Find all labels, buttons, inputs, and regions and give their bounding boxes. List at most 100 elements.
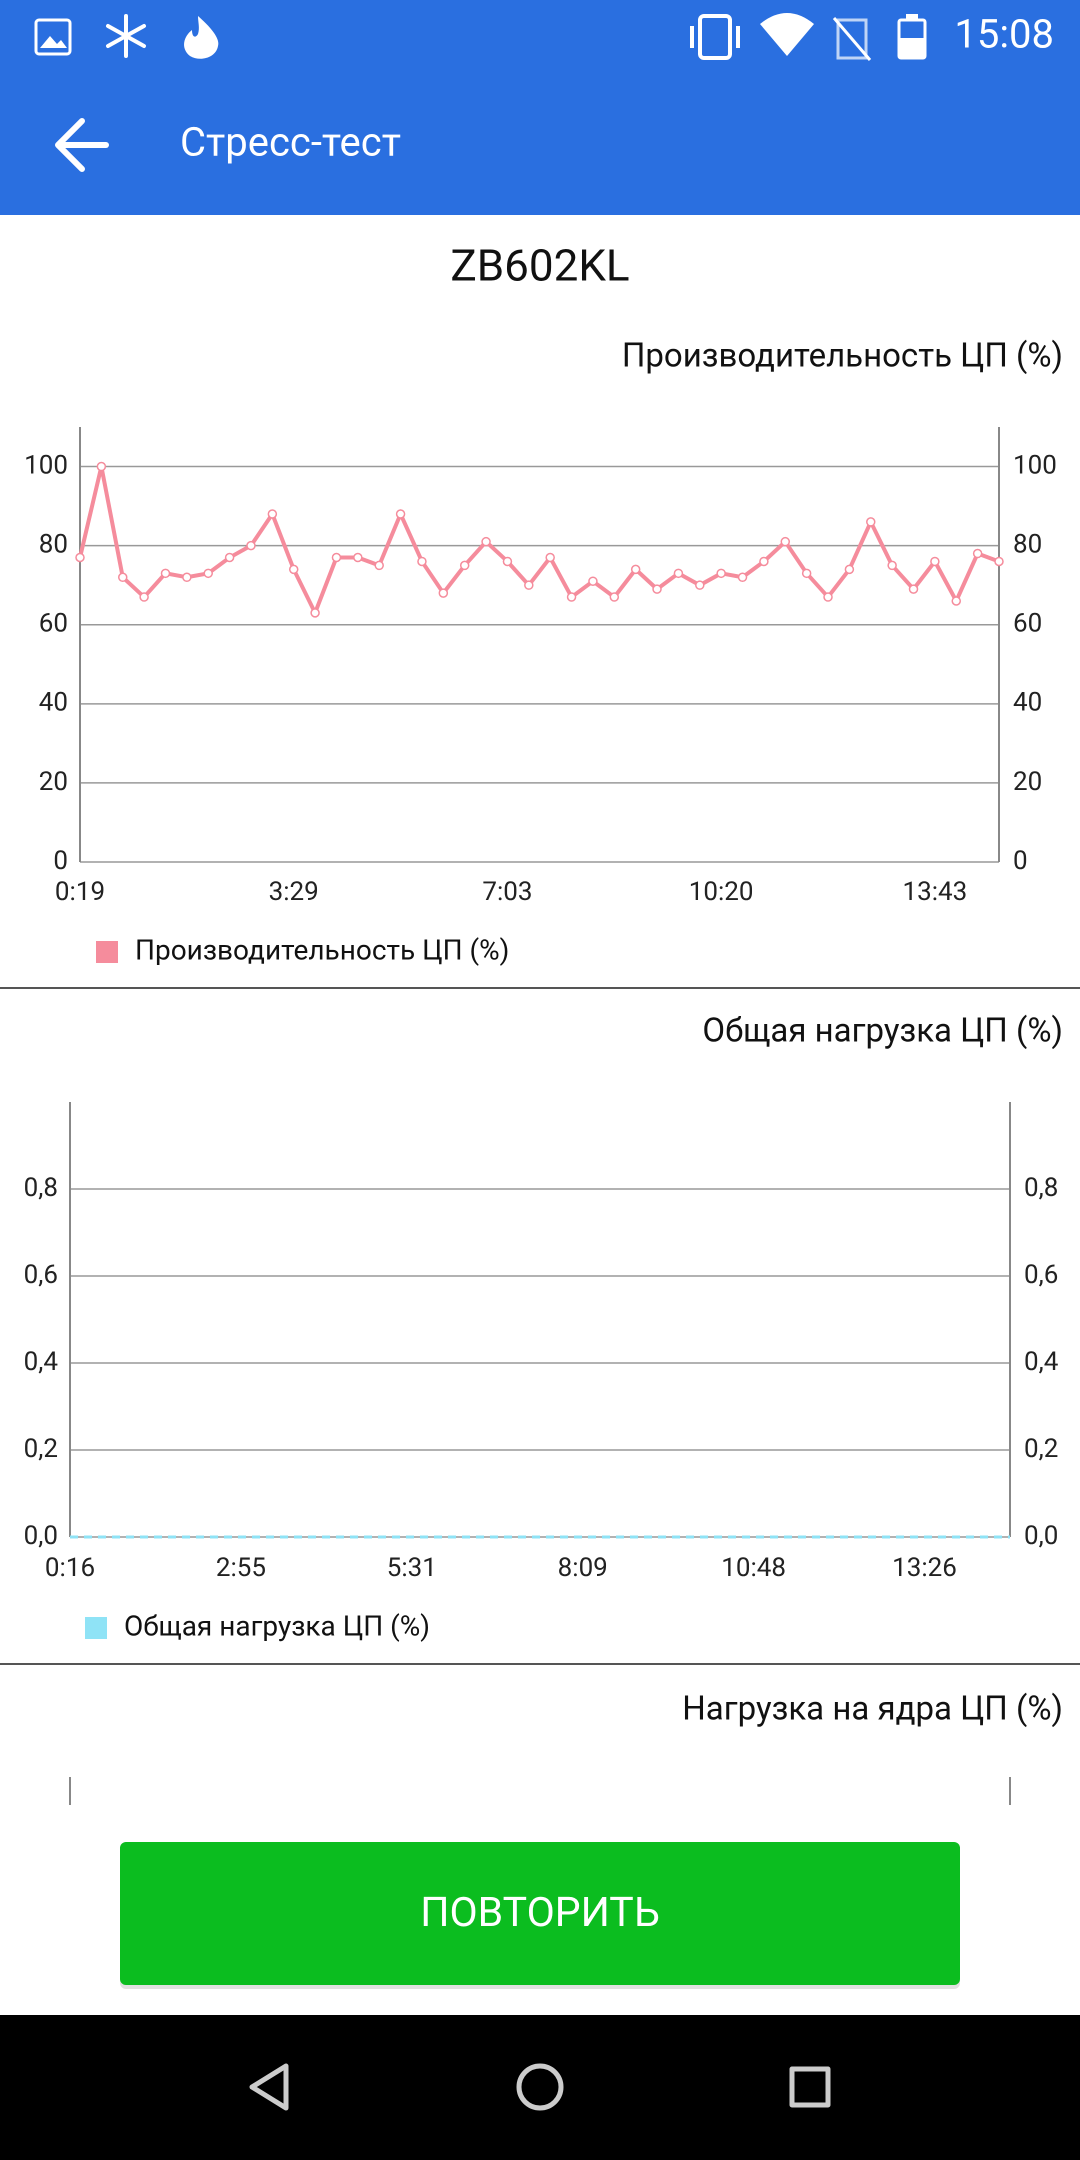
device-name: ZB602KL xyxy=(450,240,629,292)
data-point xyxy=(908,584,919,594)
data-point xyxy=(310,608,320,618)
data-point xyxy=(823,592,833,602)
legend-label: Производительность ЦП (%) xyxy=(135,933,509,966)
x-tick-label: 10:20 xyxy=(689,877,754,907)
data-point xyxy=(716,568,726,579)
y2-tick-label: 0,0 xyxy=(1024,1521,1058,1551)
x-tick-label: 0:19 xyxy=(55,877,105,907)
app-bar-title: Стресс-тест xyxy=(180,119,401,166)
data-point xyxy=(459,560,470,571)
data-point xyxy=(545,552,555,563)
y-tick-label: 60 xyxy=(39,609,68,639)
data-point xyxy=(844,564,855,575)
status-time: 15:08 xyxy=(954,11,1054,58)
data-point xyxy=(759,556,769,567)
y-tick-label: 0,2 xyxy=(24,1434,58,1464)
y-tick-label: 20 xyxy=(39,767,68,797)
repeat-button-label[interactable]: ПОВТОРИТЬ xyxy=(420,1889,660,1937)
x-tick-label: 5:31 xyxy=(387,1553,437,1583)
y-tick-label: 0,4 xyxy=(24,1347,59,1377)
data-point xyxy=(801,568,812,579)
status-icons xyxy=(34,13,927,61)
data-point xyxy=(887,560,897,571)
nav-recent[interactable] xyxy=(789,2066,831,2108)
data-point xyxy=(673,568,684,579)
y-tick-label: 0,0 xyxy=(24,1521,58,1551)
data-point xyxy=(160,568,171,579)
data-point xyxy=(96,461,107,472)
x-tick-label: 10:48 xyxy=(721,1553,786,1583)
y-tick-label: 80 xyxy=(39,530,68,560)
data-point xyxy=(224,552,235,563)
data-point xyxy=(652,584,662,594)
data-point xyxy=(866,517,876,527)
data-point xyxy=(609,592,620,602)
data-point xyxy=(182,572,192,583)
nav-buttons xyxy=(249,2063,831,2111)
data-point xyxy=(695,580,705,590)
data-point xyxy=(374,560,384,571)
y2-tick-label: 0,6 xyxy=(1024,1260,1058,1290)
y2-tick-label: 0,4 xyxy=(1024,1347,1059,1377)
x-tick-label: 0:16 xyxy=(45,1553,95,1583)
data-point xyxy=(139,592,149,602)
y-tick-label: 0,8 xyxy=(24,1173,58,1203)
x-tick-label: 13:43 xyxy=(903,877,968,907)
x-tick-label: 7:03 xyxy=(482,877,532,907)
data-point xyxy=(117,572,128,583)
y2-tick-label: 100 xyxy=(1013,450,1057,480)
data-point xyxy=(246,540,256,551)
y-tick-label: 0,6 xyxy=(24,1260,58,1290)
data-point xyxy=(481,536,491,547)
data-point xyxy=(267,509,278,519)
data-point xyxy=(930,556,940,567)
data-point xyxy=(395,509,406,519)
y2-tick-label: 0,2 xyxy=(1024,1434,1058,1464)
data-point xyxy=(630,564,641,575)
y2-tick-label: 0 xyxy=(1013,846,1028,876)
y2-tick-label: 80 xyxy=(1013,530,1042,560)
chart-title: Общая нагрузка ЦП (%) xyxy=(702,1012,1063,1051)
data-point xyxy=(353,552,363,563)
x-tick-label: 13:26 xyxy=(892,1553,957,1583)
data-point xyxy=(331,552,342,563)
chart-title: Производительность ЦП (%) xyxy=(622,337,1063,376)
data-point xyxy=(438,588,449,598)
data-point xyxy=(994,556,1004,567)
series-line xyxy=(78,466,1000,618)
data-point xyxy=(502,556,513,567)
y-tick-label: 100 xyxy=(24,450,68,480)
y2-tick-label: 20 xyxy=(1013,767,1042,797)
data-point xyxy=(951,596,962,606)
legend-label: Общая нагрузка ЦП (%) xyxy=(124,1609,430,1642)
data-point xyxy=(75,552,85,563)
y2-tick-label: 0,8 xyxy=(1024,1173,1058,1203)
x-tick-label: 8:09 xyxy=(558,1553,608,1583)
legend-swatch xyxy=(85,1617,107,1639)
y2-tick-label: 60 xyxy=(1013,609,1042,639)
data-point xyxy=(566,592,577,602)
data-point xyxy=(203,568,213,579)
x-tick-label: 2:55 xyxy=(216,1553,266,1583)
data-point xyxy=(588,576,598,586)
back-button[interactable] xyxy=(55,118,109,172)
legend-swatch xyxy=(96,941,118,963)
data-point xyxy=(737,572,748,583)
y2-tick-label: 40 xyxy=(1013,688,1042,718)
data-point xyxy=(524,580,534,590)
data-point xyxy=(417,556,427,567)
y-tick-label: 40 xyxy=(39,688,68,718)
y-tick-label: 0 xyxy=(53,846,68,876)
app-bar-bg xyxy=(0,0,1080,215)
nav-back[interactable] xyxy=(249,2063,289,2111)
data-point xyxy=(288,564,299,575)
x-tick-label: 3:29 xyxy=(269,877,319,907)
nav-bar xyxy=(0,2015,1080,2160)
nav-home[interactable] xyxy=(516,2063,564,2111)
chart-title: Нагрузка на ядра ЦП (%) xyxy=(682,1690,1063,1729)
repeat-button[interactable] xyxy=(120,1842,960,1985)
data-point xyxy=(972,548,983,559)
data-point xyxy=(780,536,791,547)
